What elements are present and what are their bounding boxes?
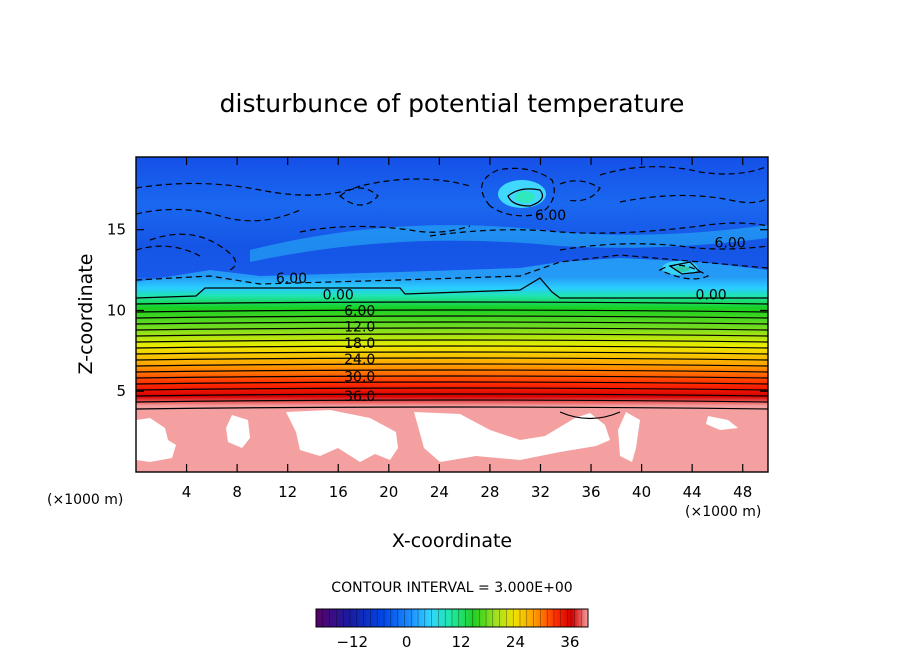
contour-label-10: 36.0 [344,389,375,405]
blank-region-5 [618,412,640,462]
colorbar-tick-label-4: 36 [560,633,579,651]
x-tick-label-7: 32 [531,483,550,501]
contour-label-9: 30.0 [344,370,375,386]
contour-labels: 6.006.006.000.00 0.006.0012.018.024.030.0… [276,208,746,405]
blank-region-2 [226,415,250,448]
colorbar-tick-label-0: −12 [336,633,368,651]
colorbar-segments [322,609,582,627]
contour-label-2: 6.00 [276,271,307,287]
contour-interval: CONTOUR INTERVAL = 3.000E+00 [331,580,572,596]
contour-label-5: 6.00 [344,303,375,319]
contour-label-8: 24.0 [344,352,375,368]
solid-contours [136,188,768,420]
x-tick-label-4: 20 [379,483,398,501]
blank-region-6 [706,416,738,430]
y-tick-label-2: 15 [107,221,126,239]
contour-label-7: 18.0 [344,336,375,352]
x-tick-label-5: 24 [430,483,449,501]
warm-bubble-b [515,191,535,203]
blank-region-4 [414,412,610,462]
cyan-band [136,258,768,290]
colorbar-tick-label-3: 24 [506,633,525,651]
blank-region-3 [286,410,398,462]
colorbar-tick-label-1: 0 [402,633,412,651]
plot-area [136,157,768,472]
contour-label-3: 0.00 [323,287,354,303]
x-tick-label-11: 48 [733,483,752,501]
x-tick-label-8: 36 [581,483,600,501]
contour-label-1: 6.00 [714,236,745,252]
x-tick-label-0: 4 [182,483,192,501]
x-unit-left: (×1000 m) [47,492,123,508]
x-tick-label-10: 44 [683,483,702,501]
contour-label-0: 6.00 [535,208,566,224]
x-axis-label: X-coordinate [392,530,512,552]
y-axis-label: Z-coordinate [75,254,97,375]
contour-label-4: 0.00 [696,287,727,303]
x-tick-label-9: 40 [632,483,651,501]
x-axis: 4 8 12 16 20 24 28 32 36 40 44 48 [182,157,752,501]
x-tick-label-1: 8 [232,483,242,501]
y-axis: 5 10 15 [107,221,768,400]
blank-region-1 [136,418,176,462]
x-tick-label-6: 28 [480,483,499,501]
colorbar-frame [315,608,589,628]
x-unit-right: (×1000 m) [685,504,761,520]
colorbar: −12 0 12 24 36 [315,608,589,651]
colorbar-ticks: −12 0 12 24 36 [336,633,579,651]
y-tick-label-0: 5 [116,382,126,400]
x-tick-label-2: 12 [278,483,297,501]
contour-label-6: 12.0 [344,320,375,336]
x-tick-label-3: 16 [329,483,348,501]
dashed-contours [136,165,768,285]
plot-frame [135,156,769,473]
cyan-streak [250,225,768,262]
chart-title: disturbunce of potential temperature [220,89,685,118]
colorbar-tick-label-2: 12 [452,633,471,651]
y-tick-label-1: 10 [107,301,126,319]
